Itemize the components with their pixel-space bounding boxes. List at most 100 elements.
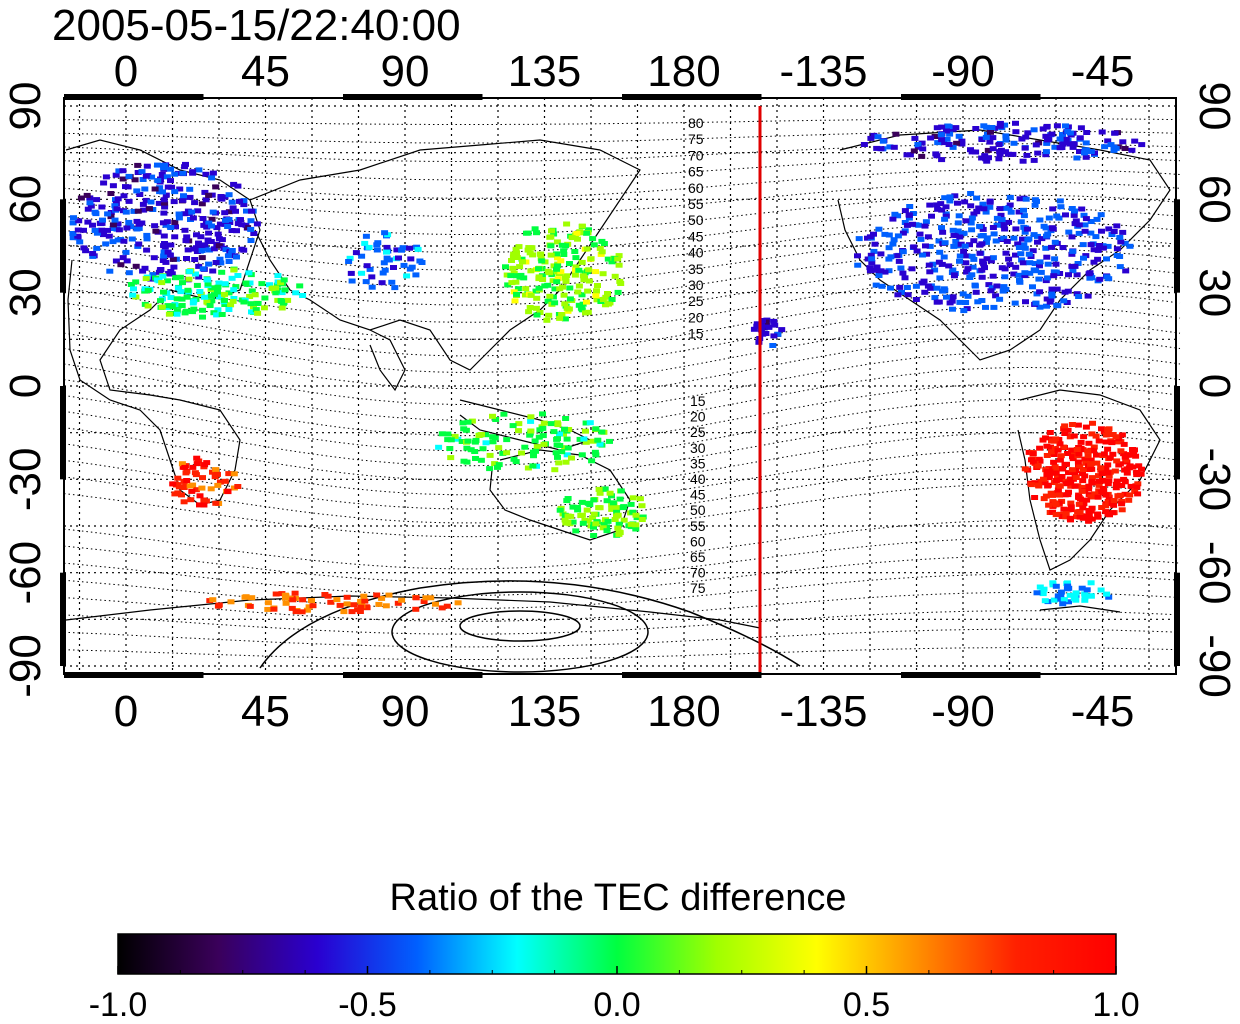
tec-pixel [866,265,874,271]
tec-pixel [216,256,224,262]
tec-pixel [881,231,889,237]
tec-pixel [360,593,368,599]
tec-pixel [1056,441,1064,447]
tec-pixel [527,292,535,298]
tec-pixel [171,219,179,225]
tec-pixel [556,315,564,321]
tec-pixel [1098,426,1105,432]
tec-pixel [471,439,479,445]
tec-pixel [368,284,376,290]
tec-pixel [982,304,989,310]
tec-pixel [1067,517,1074,523]
tec-pixel [999,288,1007,294]
tec-pixel [544,298,552,304]
tec-pixel [1071,483,1079,489]
tec-pixel [563,221,571,227]
tec-pixel [218,269,226,275]
tec-pixel [571,249,579,254]
tec-pixel [1042,133,1050,139]
tec-pixel [1036,289,1044,295]
tec-pixel [1113,253,1121,258]
tec-pixel [1110,144,1118,150]
tec-pixel [1055,492,1063,498]
tec-pixel [139,201,147,207]
tec-pixel [970,238,978,244]
tec-pixel [1085,440,1093,446]
tec-pixel [179,280,186,286]
tec-pixel [1066,141,1074,147]
tec-pixel [886,144,894,150]
axis-bar-bottom [343,672,483,678]
tec-pixel [616,496,624,502]
tec-pixel [398,597,406,603]
tec-pixel [89,253,97,259]
tec-pixel [193,282,201,288]
tec-pixel [299,293,307,298]
tec-pixel [1058,145,1066,150]
tec-pixel [365,244,373,250]
tec-pixel [1081,597,1089,603]
tec-pixel [232,284,240,290]
tec-pixel [1100,429,1108,435]
tec-pixel [447,455,455,461]
tec-pixel [248,208,255,214]
tec-pixel [554,436,561,442]
tec-pixel [1068,467,1076,473]
tec-pixel [1069,268,1077,274]
tec-pixel [599,525,607,531]
tec-pixel [611,517,619,522]
tec-pixel [381,267,389,273]
tec-pixel [1019,236,1026,242]
tec-pixel [1082,140,1090,146]
tec-pixel [1010,235,1018,241]
tec-pixel [585,278,593,284]
tec-pixel [1073,514,1080,520]
tec-pixel [454,436,462,442]
bottom-tick-label: -90 [931,687,995,736]
tec-pixel [973,195,981,201]
tec-pixel [174,170,182,176]
tec-pixel [1085,508,1093,513]
tec-pixel [1096,243,1103,248]
tec-pixel [227,302,235,308]
tec-pixel [69,235,77,241]
tec-pixel [1020,213,1028,219]
tec-pixel [1036,584,1044,590]
tec-pixel [583,246,591,252]
axis-bar-top [901,94,1041,100]
tec-pixel [180,499,188,505]
tec-pixel [558,312,566,318]
tec-pixel [950,272,958,278]
tec-pixel [595,505,603,511]
tec-pixel [1025,449,1033,455]
tec-pixel [989,146,997,152]
tec-pixel [582,420,590,426]
contour-label-south: 40 [690,471,706,487]
tec-pixel [1099,245,1107,251]
tec-pixel [978,137,986,142]
tec-pixel [163,219,171,225]
tec-pixel [107,191,115,196]
tec-pixel [246,294,254,299]
tec-pixel [558,449,566,455]
tec-pixel [158,172,166,177]
tec-pixel [539,425,547,431]
tec-pixel [1025,251,1033,257]
coastline [1039,605,1121,613]
tec-pixel [1104,243,1112,249]
tec-pixel [282,600,290,606]
mag-contour [63,156,1181,181]
tec-pixel [153,277,161,283]
tec-pixel [234,484,242,489]
tec-pixel [584,500,592,506]
tec-pixel [478,432,485,437]
tec-pixel [912,297,920,302]
tec-pixel [225,290,233,296]
tec-pixel [1073,155,1081,161]
tec-pixel [1056,136,1064,142]
tec-pixel [181,211,189,217]
tec-pixel [1063,580,1071,586]
tec-pixel [1040,223,1048,229]
tec-pixel [1022,134,1030,140]
